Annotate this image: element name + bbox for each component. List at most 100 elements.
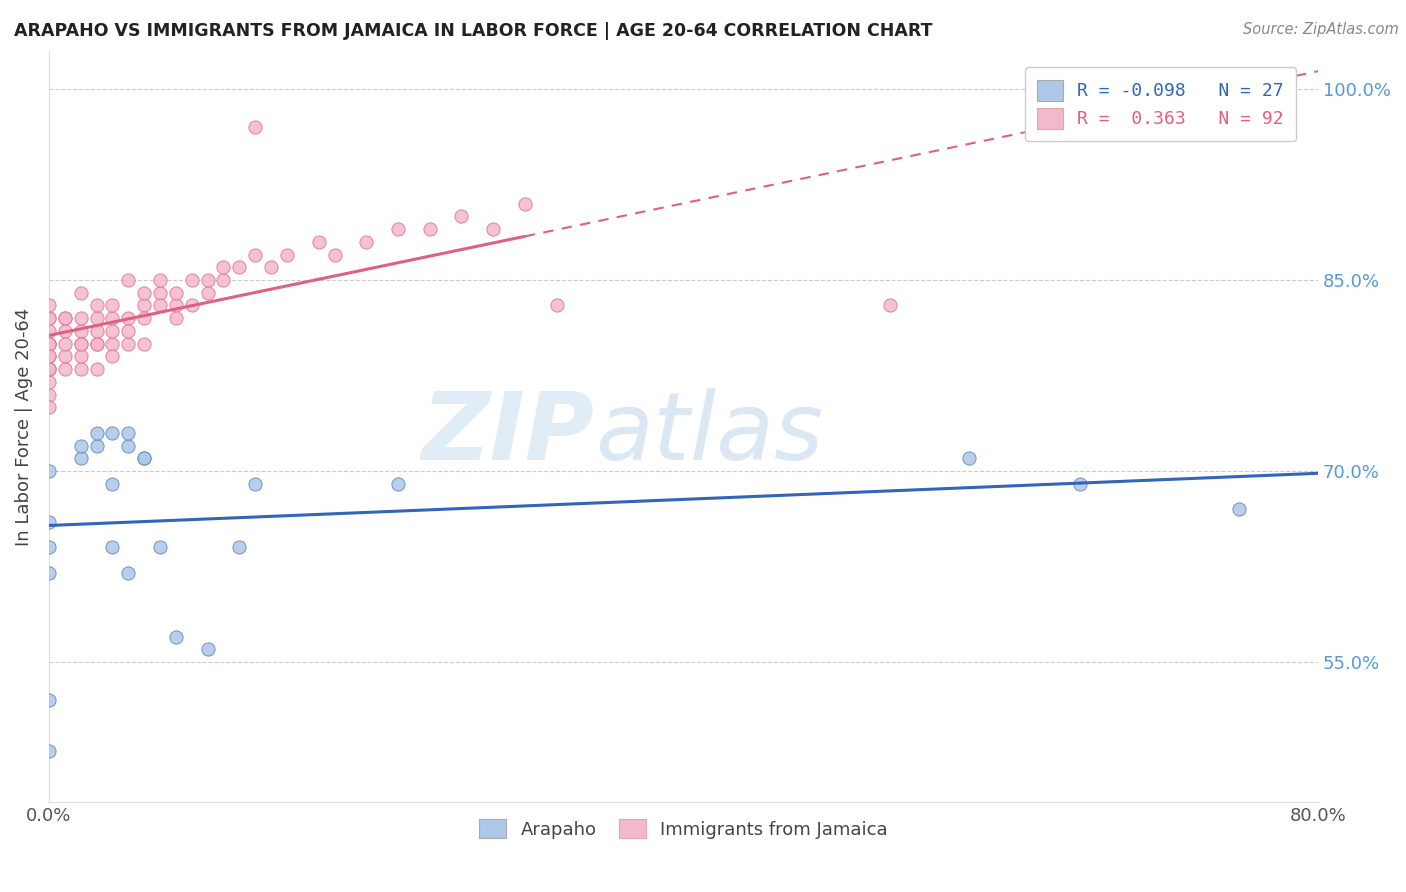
Point	[419, 222, 441, 236]
Point	[38, 362, 60, 376]
Point	[356, 235, 378, 249]
Point	[86, 324, 108, 338]
Point	[86, 311, 108, 326]
Point	[38, 350, 60, 364]
Point	[101, 311, 124, 326]
Point	[245, 476, 267, 491]
Point	[38, 336, 60, 351]
Point	[38, 311, 60, 326]
Point	[117, 311, 139, 326]
Point	[101, 476, 124, 491]
Point	[101, 425, 124, 440]
Point	[180, 273, 202, 287]
Point	[86, 298, 108, 312]
Point	[197, 273, 219, 287]
Point	[165, 298, 187, 312]
Point	[197, 285, 219, 300]
Point	[38, 362, 60, 376]
Point	[38, 350, 60, 364]
Point	[69, 451, 91, 466]
Point	[546, 298, 568, 312]
Point	[197, 642, 219, 657]
Point	[86, 336, 108, 351]
Point	[387, 476, 409, 491]
Point	[53, 362, 76, 376]
Point	[38, 387, 60, 401]
Point	[101, 298, 124, 312]
Point	[165, 285, 187, 300]
Text: ZIP: ZIP	[422, 388, 595, 480]
Point	[38, 375, 60, 389]
Point	[69, 336, 91, 351]
Point	[38, 744, 60, 758]
Point	[1227, 502, 1250, 516]
Point	[69, 439, 91, 453]
Point	[38, 401, 60, 415]
Point	[117, 336, 139, 351]
Point	[101, 324, 124, 338]
Point	[149, 541, 172, 555]
Point	[69, 324, 91, 338]
Point	[69, 350, 91, 364]
Point	[86, 362, 108, 376]
Legend: Arapaho, Immigrants from Jamaica: Arapaho, Immigrants from Jamaica	[472, 812, 896, 846]
Point	[53, 311, 76, 326]
Point	[101, 350, 124, 364]
Point	[245, 247, 267, 261]
Point	[117, 273, 139, 287]
Point	[513, 196, 536, 211]
Point	[134, 298, 156, 312]
Point	[86, 439, 108, 453]
Point	[117, 324, 139, 338]
Point	[101, 336, 124, 351]
Point	[69, 311, 91, 326]
Point	[879, 298, 901, 312]
Point	[53, 324, 76, 338]
Point	[134, 451, 156, 466]
Point	[957, 451, 980, 466]
Point	[69, 285, 91, 300]
Point	[117, 425, 139, 440]
Point	[260, 260, 283, 275]
Point	[212, 260, 235, 275]
Point	[245, 120, 267, 135]
Point	[38, 362, 60, 376]
Point	[38, 693, 60, 707]
Point	[165, 311, 187, 326]
Point	[308, 235, 330, 249]
Point	[69, 362, 91, 376]
Point	[149, 285, 172, 300]
Point	[86, 336, 108, 351]
Text: atlas: atlas	[595, 389, 823, 480]
Point	[53, 350, 76, 364]
Point	[38, 515, 60, 529]
Point	[53, 311, 76, 326]
Point	[1069, 476, 1091, 491]
Point	[180, 298, 202, 312]
Point	[38, 566, 60, 580]
Point	[38, 336, 60, 351]
Point	[117, 439, 139, 453]
Point	[69, 336, 91, 351]
Point	[482, 222, 505, 236]
Point	[134, 311, 156, 326]
Point	[212, 273, 235, 287]
Point	[228, 541, 250, 555]
Text: ARAPAHO VS IMMIGRANTS FROM JAMAICA IN LABOR FORCE | AGE 20-64 CORRELATION CHART: ARAPAHO VS IMMIGRANTS FROM JAMAICA IN LA…	[14, 22, 932, 40]
Point	[276, 247, 298, 261]
Point	[101, 541, 124, 555]
Point	[38, 464, 60, 478]
Point	[165, 630, 187, 644]
Point	[228, 260, 250, 275]
Point	[38, 336, 60, 351]
Point	[117, 566, 139, 580]
Point	[323, 247, 346, 261]
Point	[38, 311, 60, 326]
Point	[134, 336, 156, 351]
Point	[38, 541, 60, 555]
Y-axis label: In Labor Force | Age 20-64: In Labor Force | Age 20-64	[15, 308, 32, 546]
Point	[38, 324, 60, 338]
Point	[134, 451, 156, 466]
Point	[86, 425, 108, 440]
Point	[134, 285, 156, 300]
